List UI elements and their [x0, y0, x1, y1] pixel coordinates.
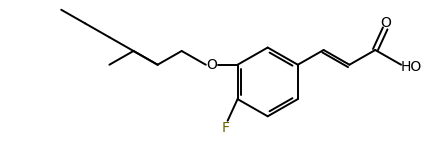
Text: O: O	[380, 16, 391, 31]
Text: HO: HO	[400, 60, 422, 74]
Text: F: F	[222, 121, 230, 135]
Text: O: O	[206, 58, 217, 72]
